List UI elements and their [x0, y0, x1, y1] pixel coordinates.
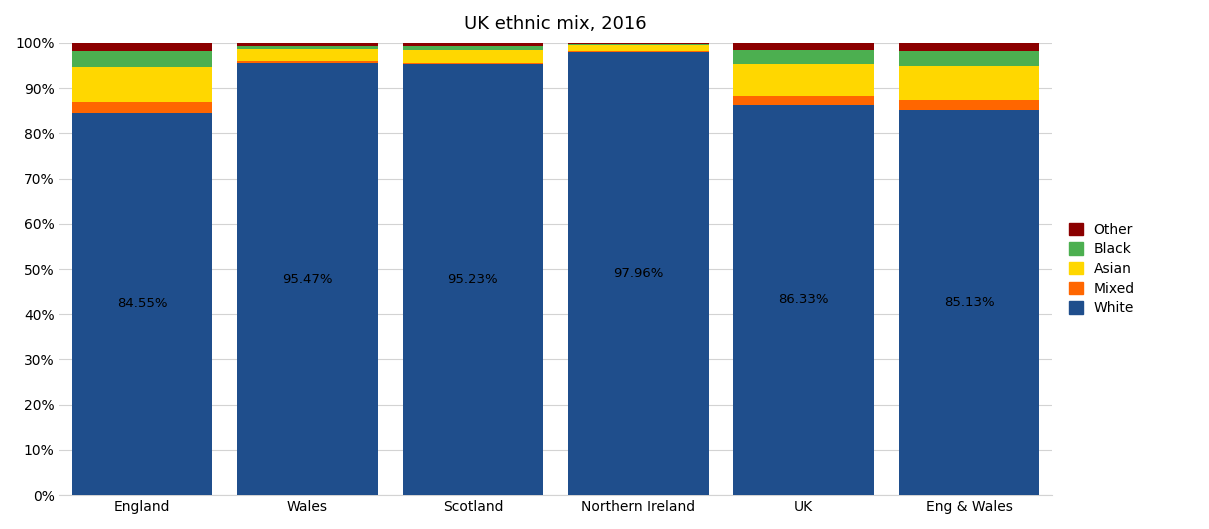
Bar — [403, 65, 543, 495]
Bar — [898, 100, 1040, 110]
Bar — [237, 49, 377, 61]
Bar — [898, 43, 1040, 51]
Bar — [71, 51, 213, 67]
Bar — [71, 43, 213, 51]
Bar — [898, 66, 1040, 100]
Bar — [734, 43, 874, 50]
Bar — [734, 96, 874, 105]
Legend: Other, Black, Asian, Mixed, White: Other, Black, Asian, Mixed, White — [1069, 223, 1135, 315]
Text: 97.96%: 97.96% — [613, 267, 664, 280]
Title: UK ethnic mix, 2016: UK ethnic mix, 2016 — [464, 15, 647, 33]
Text: 95.47%: 95.47% — [282, 273, 332, 286]
Bar — [71, 113, 213, 495]
Bar — [898, 51, 1040, 66]
Bar — [237, 63, 377, 495]
Bar — [568, 45, 708, 51]
Bar — [237, 43, 377, 46]
Bar — [734, 50, 874, 63]
Bar — [237, 61, 377, 63]
Bar — [71, 67, 213, 102]
Text: 84.55%: 84.55% — [117, 297, 167, 311]
Bar — [568, 43, 708, 44]
Bar — [898, 110, 1040, 495]
Text: 85.13%: 85.13% — [944, 296, 995, 309]
Bar — [568, 51, 708, 52]
Bar — [568, 52, 708, 495]
Bar — [403, 47, 543, 50]
Text: 95.23%: 95.23% — [447, 273, 498, 286]
Bar — [71, 102, 213, 113]
Bar — [734, 105, 874, 495]
Text: 86.33%: 86.33% — [779, 294, 829, 306]
Bar — [403, 62, 543, 65]
Bar — [403, 43, 543, 47]
Bar — [237, 46, 377, 49]
Bar — [568, 44, 708, 45]
Bar — [734, 63, 874, 96]
Bar — [403, 50, 543, 62]
